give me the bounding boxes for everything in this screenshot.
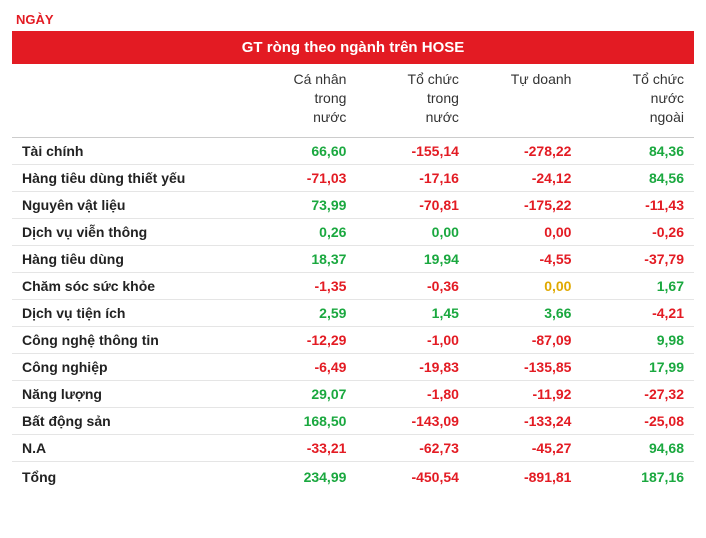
cell-value: 18,37: [244, 245, 357, 272]
cell-value: -25,08: [581, 407, 694, 434]
column-header: Tổ chứctrongnước: [356, 64, 469, 137]
cell-value: -71,03: [244, 164, 357, 191]
cell-value: -175,22: [469, 191, 582, 218]
row-label: Dịch vụ viễn thông: [12, 218, 244, 245]
row-label: Bất động sản: [12, 407, 244, 434]
cell-value: 0,00: [469, 218, 582, 245]
table-row: Dịch vụ tiện ích2,591,453,66-4,21: [12, 299, 694, 326]
table-row: Chăm sóc sức khỏe-1,35-0,360,001,67: [12, 272, 694, 299]
table-row: Năng lượng29,07-1,80-11,92-27,32: [12, 380, 694, 407]
column-header: Tổ chứcnướcngoài: [581, 64, 694, 137]
table-header: Cá nhântrongnướcTổ chứctrongnướcTự doanh…: [12, 64, 694, 137]
cell-value: 73,99: [244, 191, 357, 218]
total-label: Tổng: [12, 461, 244, 492]
cell-value: -70,81: [356, 191, 469, 218]
cell-value: -17,16: [356, 164, 469, 191]
cell-value: 84,56: [581, 164, 694, 191]
cell-value: 0,26: [244, 218, 357, 245]
cell-value: -45,27: [469, 434, 582, 461]
table-body: Tài chính66,60-155,14-278,2284,36Hàng ti…: [12, 137, 694, 492]
row-label: Hàng tiêu dùng: [12, 245, 244, 272]
cell-value: -27,32: [581, 380, 694, 407]
cell-value: -12,29: [244, 326, 357, 353]
row-label: Công nghệ thông tin: [12, 326, 244, 353]
table-row: Công nghệ thông tin-12,29-1,00-87,099,98: [12, 326, 694, 353]
row-label: Công nghiệp: [12, 353, 244, 380]
row-label: Chăm sóc sức khỏe: [12, 272, 244, 299]
cell-value: 29,07: [244, 380, 357, 407]
row-label: Tài chính: [12, 137, 244, 164]
cell-value: 9,98: [581, 326, 694, 353]
cell-value: -0,36: [356, 272, 469, 299]
cell-value: 84,36: [581, 137, 694, 164]
table-title: GT ròng theo ngành trên HOSE: [12, 31, 694, 64]
cell-value: -19,83: [356, 353, 469, 380]
total-row: Tổng234,99-450,54-891,81187,16: [12, 461, 694, 492]
cell-value: 1,67: [581, 272, 694, 299]
page-label: NGÀY: [12, 12, 694, 27]
column-header-label: [12, 64, 244, 137]
cell-value: -1,35: [244, 272, 357, 299]
cell-value: -37,79: [581, 245, 694, 272]
cell-value: -133,24: [469, 407, 582, 434]
row-label: Nguyên vật liệu: [12, 191, 244, 218]
table-row: Bất động sản168,50-143,09-133,24-25,08: [12, 407, 694, 434]
cell-value: -1,00: [356, 326, 469, 353]
table-row: Hàng tiêu dùng18,3719,94-4,55-37,79: [12, 245, 694, 272]
cell-value: -87,09: [469, 326, 582, 353]
cell-value: 0,00: [469, 272, 582, 299]
row-label: N.A: [12, 434, 244, 461]
cell-value: 66,60: [244, 137, 357, 164]
cell-value: 168,50: [244, 407, 357, 434]
total-value: 187,16: [581, 461, 694, 492]
cell-value: -135,85: [469, 353, 582, 380]
cell-value: -4,55: [469, 245, 582, 272]
cell-value: -11,92: [469, 380, 582, 407]
column-header: Tự doanh: [469, 64, 582, 137]
total-value: -450,54: [356, 461, 469, 492]
cell-value: -143,09: [356, 407, 469, 434]
cell-value: -1,80: [356, 380, 469, 407]
row-label: Dịch vụ tiện ích: [12, 299, 244, 326]
table-row: Công nghiệp-6,49-19,83-135,8517,99: [12, 353, 694, 380]
row-label: Hàng tiêu dùng thiết yếu: [12, 164, 244, 191]
cell-value: 19,94: [356, 245, 469, 272]
total-value: -891,81: [469, 461, 582, 492]
cell-value: -24,12: [469, 164, 582, 191]
cell-value: -4,21: [581, 299, 694, 326]
cell-value: 3,66: [469, 299, 582, 326]
cell-value: 17,99: [581, 353, 694, 380]
table-row: Tài chính66,60-155,14-278,2284,36: [12, 137, 694, 164]
cell-value: -278,22: [469, 137, 582, 164]
total-value: 234,99: [244, 461, 357, 492]
cell-value: -6,49: [244, 353, 357, 380]
cell-value: 94,68: [581, 434, 694, 461]
cell-value: 1,45: [356, 299, 469, 326]
column-header: Cá nhântrongnước: [244, 64, 357, 137]
table-row: Dịch vụ viễn thông0,260,000,00-0,26: [12, 218, 694, 245]
sector-flow-table: Cá nhântrongnướcTổ chứctrongnướcTự doanh…: [12, 64, 694, 492]
cell-value: -0,26: [581, 218, 694, 245]
cell-value: 0,00: [356, 218, 469, 245]
table-row: N.A-33,21-62,73-45,2794,68: [12, 434, 694, 461]
row-label: Năng lượng: [12, 380, 244, 407]
cell-value: -33,21: [244, 434, 357, 461]
table-row: Hàng tiêu dùng thiết yếu-71,03-17,16-24,…: [12, 164, 694, 191]
cell-value: -62,73: [356, 434, 469, 461]
cell-value: 2,59: [244, 299, 357, 326]
table-row: Nguyên vật liệu73,99-70,81-175,22-11,43: [12, 191, 694, 218]
cell-value: -155,14: [356, 137, 469, 164]
cell-value: -11,43: [581, 191, 694, 218]
